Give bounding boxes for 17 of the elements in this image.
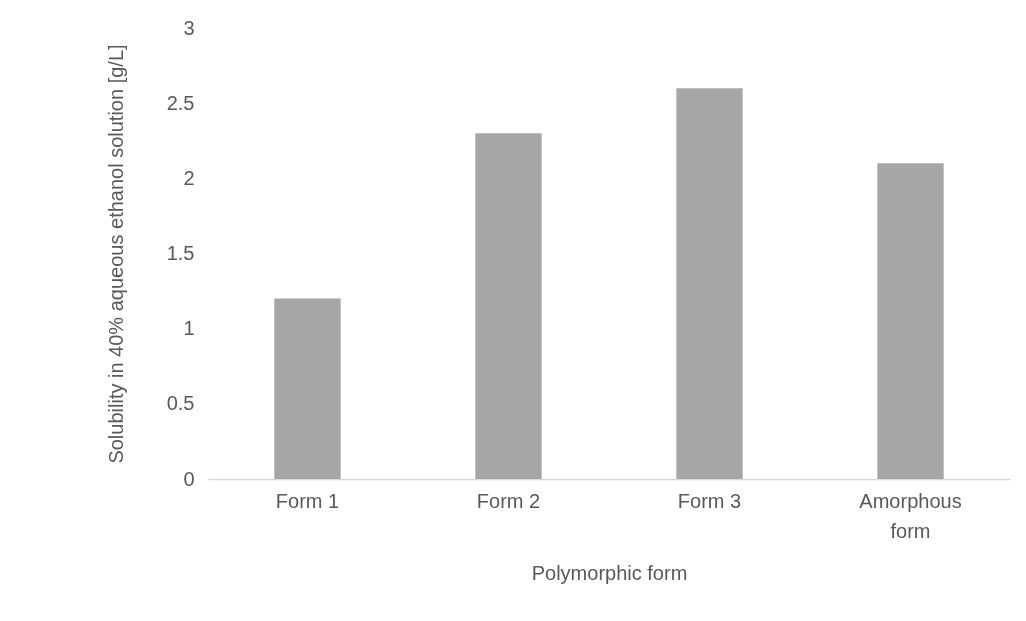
x-tick-label: Form 3: [677, 489, 742, 512]
y-tick-label: 0: [183, 467, 195, 490]
y-axis-title: Solubility in 40% aqueous ethanol solution [g/L]: [104, 44, 127, 464]
x-axis-title: Polymorphic form: [531, 561, 688, 584]
x-tick-label: Form 1: [275, 489, 340, 512]
bar: [877, 163, 944, 479]
bar: [274, 298, 341, 479]
bar: [475, 133, 542, 479]
x-tick-label: Amorphous form: [859, 489, 962, 542]
y-tick-label: 0.5: [166, 392, 195, 415]
x-tick-label: Form 2: [476, 489, 541, 512]
y-tick-label: 2: [183, 166, 195, 189]
y-tick-label: 2.5: [166, 91, 195, 114]
y-tick-label: 1: [183, 317, 195, 340]
bar: [676, 88, 743, 479]
y-tick-label: 1.5: [166, 242, 195, 264]
y-tick-label: 3: [183, 16, 195, 39]
